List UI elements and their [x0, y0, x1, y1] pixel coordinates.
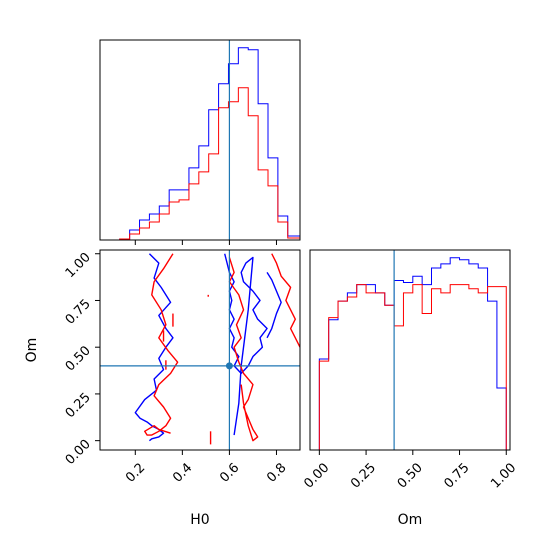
y-tick-label: 1.00: [63, 250, 94, 281]
x-tick-label: 0.4: [170, 460, 195, 485]
histogram-series-1: [310, 284, 507, 451]
y-tick-label: 0.25: [63, 390, 94, 421]
x-tick-label: 1.00: [488, 460, 519, 491]
contour-series-3: [144, 253, 179, 436]
x-tick-label: 0.2: [123, 460, 148, 485]
contour-series-2: [266, 272, 282, 339]
x-axis-label-h0: H0: [190, 512, 209, 528]
panel-om-histogram: 0.00 0.25 0.50 0.75 1.00: [301, 249, 519, 492]
x-tick-label: 0.75: [442, 460, 473, 491]
y-tick-label: 0.50: [63, 343, 94, 374]
truth-point: [225, 362, 233, 370]
x-tick-label: 0.50: [395, 460, 426, 491]
axes-frame: [99, 249, 301, 451]
contour-series-1: [224, 253, 268, 436]
contour-layer: [134, 253, 300, 445]
histogram-series-1: [100, 87, 301, 241]
y-axis-label-om: Om: [24, 338, 40, 363]
x-tick-label: 0.6: [217, 460, 242, 485]
contour-series-4: [228, 257, 259, 442]
histogram-series-0: [100, 47, 301, 241]
y-tick-label: 0.75: [63, 297, 94, 328]
y-tick-label: 0.00: [63, 437, 94, 468]
x-axis-label-om: Om: [398, 512, 423, 528]
axes-frame: [309, 249, 511, 451]
x-tick-label: 0.8: [264, 460, 289, 485]
panel-h0-histogram: [99, 39, 301, 245]
panel-2d-contours: 0.2 0.4 0.6 0.8 0.00 0.25 0.50 0.75 1.00: [63, 249, 301, 486]
x-tick-label: 0.25: [348, 460, 379, 491]
histogram-series-0: [310, 257, 507, 451]
x-tick-label: 0.00: [301, 460, 332, 491]
contour-series-5: [271, 253, 300, 348]
axes-frame: [99, 39, 301, 241]
